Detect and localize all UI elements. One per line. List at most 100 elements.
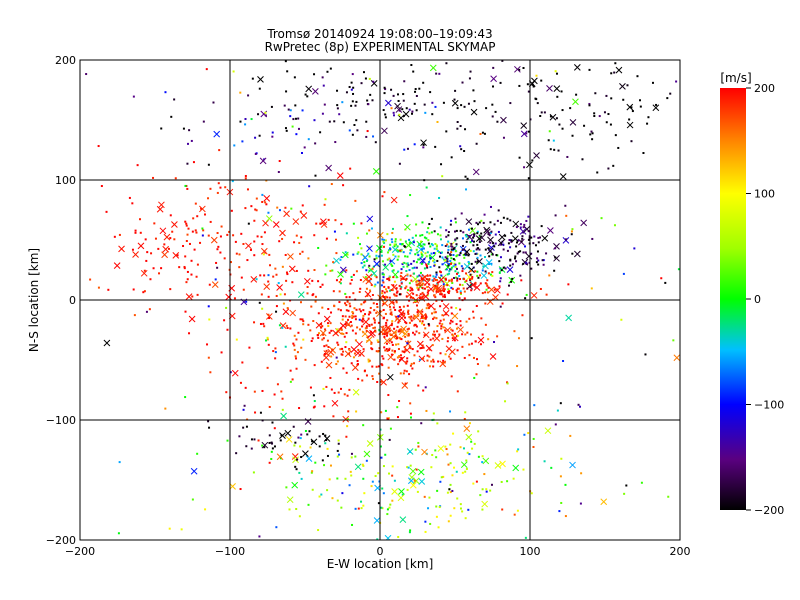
data-point bbox=[500, 269, 503, 272]
data-point bbox=[471, 277, 474, 280]
data-point bbox=[434, 145, 437, 148]
data-point bbox=[300, 433, 303, 436]
data-point bbox=[433, 308, 436, 311]
data-point bbox=[545, 293, 548, 296]
data-point bbox=[425, 278, 428, 281]
data-point bbox=[345, 435, 348, 438]
data-point bbox=[439, 251, 442, 254]
data-point bbox=[266, 338, 269, 341]
data-point-cross bbox=[463, 263, 471, 270]
data-point bbox=[355, 270, 358, 273]
data-point bbox=[465, 240, 468, 243]
data-point bbox=[293, 334, 296, 337]
data-point bbox=[396, 245, 399, 248]
data-point bbox=[366, 294, 369, 297]
data-point bbox=[447, 248, 450, 251]
data-point bbox=[547, 139, 550, 142]
data-point bbox=[242, 243, 245, 246]
data-point bbox=[268, 434, 271, 437]
data-point bbox=[323, 203, 326, 206]
data-point bbox=[424, 520, 427, 523]
data-point bbox=[655, 103, 658, 106]
data-point bbox=[428, 260, 431, 263]
data-point bbox=[317, 312, 320, 315]
data-point bbox=[376, 281, 379, 284]
data-point bbox=[278, 209, 281, 212]
data-point bbox=[497, 230, 500, 233]
data-point bbox=[412, 260, 415, 263]
data-point bbox=[421, 322, 424, 325]
data-point bbox=[539, 115, 542, 118]
data-point-cross bbox=[199, 205, 206, 213]
data-point bbox=[350, 275, 353, 278]
data-point bbox=[479, 132, 482, 135]
data-point bbox=[263, 274, 266, 277]
data-point bbox=[281, 326, 284, 329]
data-point bbox=[386, 290, 389, 293]
data-point bbox=[603, 111, 606, 114]
data-point bbox=[260, 293, 263, 296]
data-point bbox=[636, 75, 639, 78]
data-point-cross bbox=[615, 66, 623, 74]
data-point bbox=[449, 223, 452, 226]
data-point bbox=[226, 439, 229, 442]
data-point bbox=[408, 450, 411, 453]
data-point bbox=[427, 307, 430, 310]
data-point bbox=[521, 235, 524, 238]
data-point bbox=[409, 347, 412, 350]
data-point bbox=[450, 219, 453, 222]
data-point-cross bbox=[442, 309, 450, 317]
data-point bbox=[344, 315, 347, 318]
data-point bbox=[334, 219, 337, 222]
data-point bbox=[360, 262, 363, 265]
data-point bbox=[453, 262, 456, 265]
data-point bbox=[516, 509, 519, 512]
data-point bbox=[387, 417, 390, 420]
data-point bbox=[424, 386, 427, 389]
data-point bbox=[376, 263, 379, 266]
data-point bbox=[384, 453, 387, 456]
data-point bbox=[442, 359, 445, 362]
data-point bbox=[326, 70, 329, 73]
data-point bbox=[404, 348, 407, 351]
data-point bbox=[228, 230, 231, 233]
data-point bbox=[486, 291, 489, 294]
data-point bbox=[386, 349, 389, 352]
data-point bbox=[461, 270, 464, 273]
data-point bbox=[445, 257, 448, 260]
data-point bbox=[357, 507, 360, 510]
data-point bbox=[391, 320, 394, 323]
data-point-cross bbox=[282, 308, 290, 316]
data-point bbox=[554, 214, 557, 217]
data-point bbox=[447, 336, 450, 339]
data-point bbox=[410, 416, 413, 419]
data-point bbox=[450, 245, 453, 248]
data-point bbox=[475, 252, 478, 255]
data-point bbox=[357, 251, 360, 254]
data-point bbox=[435, 317, 438, 320]
data-point bbox=[472, 240, 475, 243]
data-point-cross bbox=[372, 167, 380, 175]
data-point bbox=[265, 339, 268, 342]
data-point-cross bbox=[549, 113, 557, 121]
data-point bbox=[383, 296, 386, 299]
data-point bbox=[371, 377, 374, 380]
data-point-cross bbox=[580, 219, 588, 227]
data-point bbox=[430, 466, 433, 469]
data-point bbox=[412, 317, 415, 320]
data-point bbox=[250, 118, 253, 121]
data-point bbox=[184, 396, 187, 399]
data-point bbox=[372, 327, 375, 330]
data-point-cross bbox=[376, 310, 383, 317]
data-point bbox=[348, 315, 351, 318]
data-point bbox=[435, 248, 438, 251]
data-point-cross bbox=[401, 382, 409, 389]
data-point bbox=[97, 286, 100, 289]
data-point-cross bbox=[344, 350, 352, 358]
data-point bbox=[394, 294, 397, 297]
data-point-cross bbox=[385, 99, 392, 107]
data-point bbox=[445, 448, 448, 451]
data-point-cross bbox=[391, 246, 399, 253]
data-point bbox=[372, 135, 375, 138]
data-point bbox=[409, 286, 412, 289]
